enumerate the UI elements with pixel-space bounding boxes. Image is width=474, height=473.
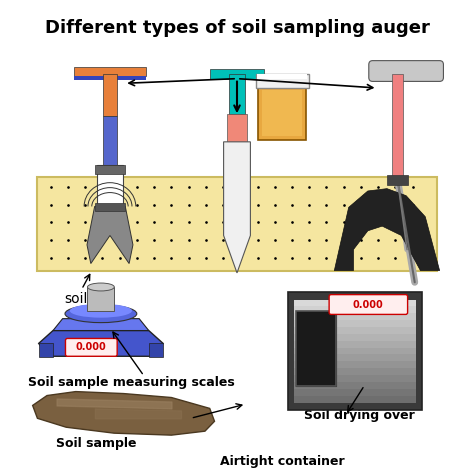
Bar	[294, 348, 416, 355]
Text: soil: soil	[64, 274, 90, 307]
Polygon shape	[39, 331, 163, 356]
Bar	[258, 86, 306, 140]
Bar	[257, 74, 307, 79]
Bar	[262, 89, 302, 136]
Text: 0.000: 0.000	[76, 342, 107, 352]
Ellipse shape	[70, 304, 132, 318]
Polygon shape	[33, 392, 215, 435]
Bar	[296, 311, 336, 385]
Bar	[294, 389, 416, 397]
Bar	[294, 327, 416, 335]
Polygon shape	[53, 319, 149, 331]
Bar	[294, 382, 416, 390]
Bar	[294, 334, 416, 342]
Bar	[95, 203, 125, 210]
Bar	[294, 395, 416, 403]
Text: Airtight container: Airtight container	[220, 455, 345, 468]
Bar	[103, 116, 117, 177]
Bar	[210, 69, 264, 79]
Bar	[255, 74, 309, 88]
Polygon shape	[224, 142, 250, 273]
Bar	[73, 76, 146, 80]
Bar	[229, 74, 245, 114]
Bar	[88, 287, 114, 311]
FancyBboxPatch shape	[65, 339, 117, 356]
Bar	[95, 165, 125, 174]
Polygon shape	[87, 206, 133, 263]
Bar	[296, 311, 336, 385]
FancyBboxPatch shape	[369, 61, 444, 81]
Ellipse shape	[88, 283, 114, 291]
Bar	[97, 165, 123, 207]
Bar	[392, 74, 403, 177]
Bar	[294, 313, 416, 321]
Bar	[39, 343, 53, 357]
Bar	[149, 343, 163, 357]
Bar	[294, 368, 416, 376]
Ellipse shape	[65, 305, 137, 323]
Text: Soil sample measuring scales: Soil sample measuring scales	[28, 376, 235, 389]
Bar	[294, 354, 416, 362]
Text: 0.000: 0.000	[353, 299, 384, 309]
FancyBboxPatch shape	[329, 295, 408, 315]
Bar	[288, 292, 422, 411]
Bar	[228, 114, 246, 142]
Polygon shape	[334, 189, 439, 271]
Text: Different types of soil sampling auger: Different types of soil sampling auger	[45, 19, 429, 37]
Bar	[294, 375, 416, 383]
Bar	[294, 320, 416, 328]
Bar	[103, 74, 117, 116]
Bar	[73, 67, 146, 76]
Bar	[294, 307, 416, 314]
Bar	[294, 361, 416, 369]
Bar	[294, 341, 416, 349]
Text: Soil sample: Soil sample	[55, 437, 136, 450]
Bar	[294, 299, 416, 307]
Bar	[387, 175, 408, 184]
Text: Soil drying over: Soil drying over	[304, 409, 415, 421]
Bar	[37, 177, 437, 271]
